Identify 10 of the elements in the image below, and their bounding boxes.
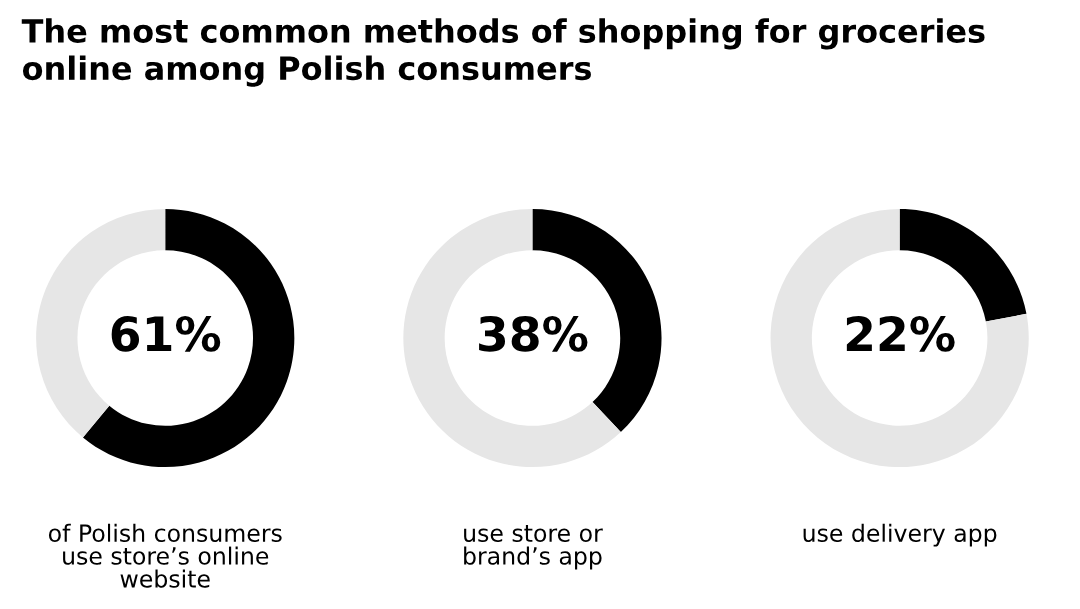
text: The most common methods of shopping for groceries online among Polish consumers [21,18,985,87]
text: 22% [846,315,955,352]
text: 38% [479,315,588,352]
text: 61% [111,315,221,352]
donut-slice [403,208,621,468]
text: use store or brand’s app [464,525,603,570]
donut-slice [770,208,1029,468]
text: of Polish consumers use store’s online website [48,523,282,588]
text: use delivery app [803,523,997,547]
donut-slice [82,208,295,468]
